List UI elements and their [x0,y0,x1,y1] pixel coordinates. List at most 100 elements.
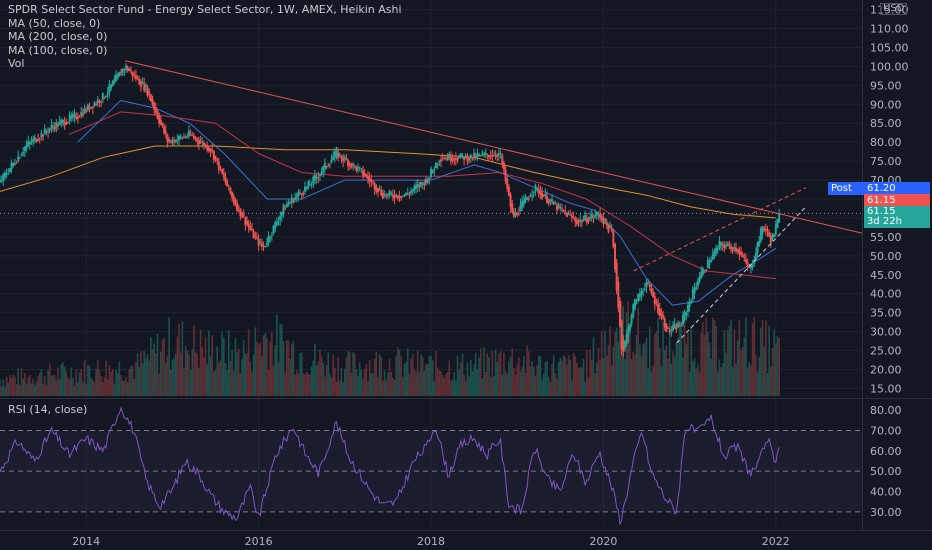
volume-bar [707,332,709,396]
candle-body [149,94,152,102]
volume-bar [561,360,563,396]
ma200-legend[interactable]: MA (200, close, 0) [8,30,108,44]
candle-body [355,166,358,172]
volume-bar [579,366,581,396]
volume-bar [541,379,543,396]
volume-bar [358,362,361,396]
volume-bar [131,366,134,396]
volume-bar [559,357,562,396]
volume-bar [637,307,640,396]
volume-bar [484,372,487,396]
volume-bar [83,360,86,396]
candle-body [383,194,386,196]
volume-bar [398,349,401,396]
volume-bar [584,381,586,396]
volume-bar [642,343,644,396]
candle-body [352,163,355,166]
volume-bar [277,362,280,396]
volume-bar [458,369,460,396]
candle-body [5,173,8,176]
volume-legend[interactable]: Vol [8,57,25,71]
volume-bar [168,317,170,396]
volume-bar [292,340,295,396]
volume-bar [639,344,641,396]
price-tick-label: 95.00 [870,79,902,92]
candle-body [234,200,237,206]
volume-bar [37,376,39,396]
candle-body [653,296,656,305]
rsi-legend[interactable]: RSI (14, close) [8,403,88,416]
candle-body [173,139,176,142]
candle-body [622,340,625,353]
volume-bar [577,368,580,396]
volume-bar [388,358,391,396]
volume-bar [40,369,43,396]
candle-body [532,191,535,193]
candle-body [66,122,69,124]
candle-body [759,228,762,241]
volume-bar [760,327,762,396]
candle-body [88,107,91,110]
ma50-legend[interactable]: MA (50, close, 0) [8,16,101,30]
volume-bar [408,373,411,396]
channel-support-line [676,206,807,344]
volume-bar [672,351,674,396]
volume-bar [5,376,8,396]
volume-bar [290,344,293,396]
volume-bar [705,317,707,396]
volume-bar [700,332,703,396]
volume-bar [65,371,68,396]
volume-bar [665,345,668,396]
candle-body [169,140,172,142]
candle-body [136,77,139,79]
candle-body [675,326,678,330]
candle-body [23,147,26,152]
currency-label[interactable]: USD [880,3,908,15]
candle-body [362,170,365,176]
candle-body [196,138,199,142]
volume-bar [229,360,232,396]
candle-body [174,140,177,143]
candle-body [551,199,554,202]
volume-bar [20,367,23,396]
candle-body [577,221,580,223]
candle-body [423,183,426,186]
volume-bar [143,351,146,396]
candle-body [667,327,670,329]
candle-body [575,219,578,225]
candle-body [222,173,225,177]
ma100-legend[interactable]: MA (100, close, 0) [8,43,108,57]
candle-body [542,194,545,197]
volume-bar [387,372,389,396]
symbol-title[interactable]: SPDR Select Sector Fund - Energy Select … [8,3,402,16]
volume-bar [590,360,593,396]
volume-bar [511,348,514,396]
candle-body [50,124,53,130]
volume-bar [193,324,195,396]
candle-body [299,193,302,195]
volume-bar [304,374,306,396]
candle-body [688,302,691,308]
candle-body [768,232,771,237]
candle-body [63,121,66,126]
volume-bar [469,359,472,396]
candle-body [42,134,45,137]
volume-bar [239,373,242,396]
volume-bar [765,320,767,396]
volume-bar [208,330,210,396]
volume-bar [150,336,152,396]
volume-bar [30,383,33,396]
volume-bar [395,355,397,396]
candle-body [7,173,10,175]
volume-bar [397,347,399,396]
candle-body [599,214,602,218]
candle-body [776,218,779,229]
candle-body [194,137,197,139]
volume-bar [551,364,553,396]
candle-body [466,156,469,162]
candle-body [304,186,307,192]
volume-bar [436,367,439,396]
candle-body [146,87,149,96]
candle-body [602,217,605,225]
